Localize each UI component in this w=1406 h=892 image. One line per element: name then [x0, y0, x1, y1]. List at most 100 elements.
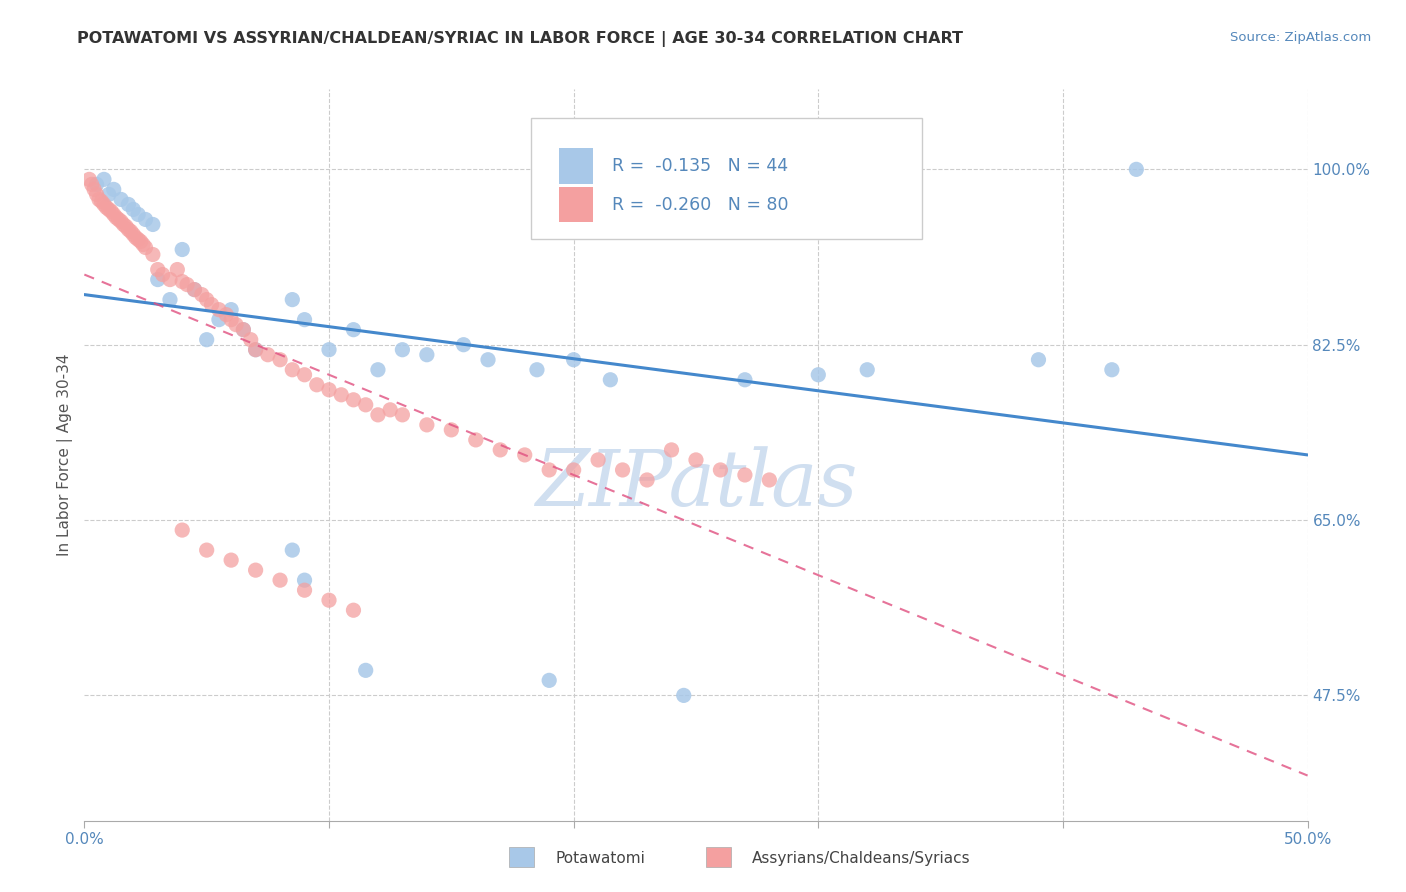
- Point: [80, 178, 103, 192]
- Point: [117, 197, 139, 211]
- Point: [125, 230, 148, 244]
- Text: Source: ZipAtlas.com: Source: ZipAtlas.com: [1230, 31, 1371, 45]
- Point: [330, 388, 353, 402]
- Point: [391, 343, 413, 357]
- Point: [440, 423, 463, 437]
- Point: [342, 603, 364, 617]
- Point: [489, 442, 512, 457]
- Point: [120, 225, 142, 239]
- Point: [661, 442, 683, 457]
- Point: [110, 214, 132, 228]
- Point: [166, 262, 188, 277]
- Point: [83, 182, 105, 196]
- Text: Potawatomi: Potawatomi: [555, 851, 645, 865]
- Point: [215, 308, 238, 322]
- Point: [87, 193, 110, 207]
- Point: [115, 219, 138, 234]
- Point: [122, 202, 145, 217]
- Text: POTAWATOMI VS ASSYRIAN/CHALDEAN/SYRIAC IN LABOR FORCE | AGE 30-34 CORRELATION CH: POTAWATOMI VS ASSYRIAN/CHALDEAN/SYRIAC I…: [77, 31, 963, 47]
- Bar: [706, 847, 731, 867]
- Point: [269, 352, 291, 367]
- Point: [318, 383, 340, 397]
- Point: [176, 277, 198, 292]
- Bar: [560, 148, 593, 184]
- Point: [195, 293, 218, 307]
- Point: [1101, 363, 1123, 377]
- Point: [538, 673, 561, 688]
- Point: [93, 197, 115, 211]
- Point: [239, 333, 262, 347]
- Point: [127, 232, 149, 246]
- Point: [183, 283, 205, 297]
- Point: [245, 343, 267, 357]
- Point: [294, 573, 316, 587]
- Point: [159, 272, 181, 286]
- Point: [245, 343, 267, 357]
- Point: [367, 363, 389, 377]
- Bar: [560, 187, 593, 222]
- Point: [807, 368, 830, 382]
- Point: [219, 302, 242, 317]
- Point: [318, 593, 340, 607]
- Point: [159, 293, 181, 307]
- Point: [142, 218, 165, 232]
- Point: [477, 352, 499, 367]
- Point: [96, 201, 118, 215]
- Point: [132, 237, 155, 252]
- Point: [245, 563, 267, 577]
- Text: R =  -0.135   N = 44: R = -0.135 N = 44: [612, 157, 787, 175]
- Point: [100, 204, 122, 219]
- Point: [195, 333, 218, 347]
- Point: [354, 398, 377, 412]
- Text: R =  -0.260   N = 80: R = -0.260 N = 80: [612, 195, 789, 214]
- Point: [1125, 162, 1147, 177]
- Point: [232, 323, 254, 337]
- Point: [391, 408, 413, 422]
- Point: [191, 287, 214, 301]
- Point: [97, 202, 120, 217]
- Point: [219, 553, 242, 567]
- Point: [734, 467, 756, 482]
- Point: [103, 182, 125, 196]
- Point: [709, 463, 731, 477]
- Point: [354, 664, 377, 678]
- Point: [294, 312, 316, 326]
- Point: [93, 172, 115, 186]
- Point: [672, 689, 695, 703]
- Point: [135, 212, 157, 227]
- Point: [856, 363, 879, 377]
- Point: [636, 473, 658, 487]
- Point: [112, 218, 135, 232]
- Point: [1028, 352, 1050, 367]
- Point: [305, 377, 328, 392]
- Point: [122, 227, 145, 242]
- Point: [142, 247, 165, 261]
- Point: [208, 302, 231, 317]
- Point: [758, 473, 780, 487]
- Point: [117, 222, 139, 236]
- FancyBboxPatch shape: [531, 119, 922, 239]
- Point: [129, 235, 152, 249]
- Point: [416, 417, 439, 432]
- Point: [146, 272, 169, 286]
- Point: [200, 298, 222, 312]
- Point: [107, 212, 129, 227]
- Point: [257, 348, 280, 362]
- Point: [562, 352, 585, 367]
- Point: [586, 453, 609, 467]
- Point: [110, 193, 132, 207]
- Point: [281, 293, 304, 307]
- Point: [90, 194, 112, 209]
- Point: [225, 318, 247, 332]
- Point: [195, 543, 218, 558]
- Y-axis label: In Labor Force | Age 30-34: In Labor Force | Age 30-34: [58, 353, 73, 557]
- Point: [281, 363, 304, 377]
- Point: [318, 343, 340, 357]
- Point: [599, 373, 621, 387]
- Point: [105, 211, 128, 225]
- Text: Assyrians/Chaldeans/Syriacs: Assyrians/Chaldeans/Syriacs: [752, 851, 970, 865]
- Point: [86, 187, 108, 202]
- Point: [208, 312, 231, 326]
- Point: [342, 392, 364, 407]
- Point: [612, 463, 634, 477]
